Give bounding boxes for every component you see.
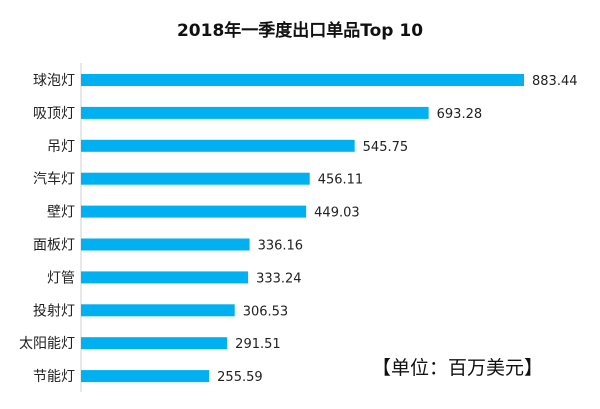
category-label: 吊灯	[47, 139, 75, 155]
data-label: 291.51	[235, 337, 281, 352]
bar	[81, 304, 235, 317]
data-label: 449.03	[314, 206, 360, 221]
bar	[81, 271, 249, 284]
category-label: 吸顶灯	[33, 106, 75, 122]
bar	[81, 337, 228, 350]
bar	[81, 106, 429, 119]
data-label: 545.75	[363, 140, 409, 155]
data-label: 693.28	[437, 107, 483, 122]
data-label: 883.44	[532, 74, 578, 89]
data-label: 255.59	[217, 370, 263, 385]
category-label: 投射灯	[33, 303, 75, 319]
chart-title: 2018年一季度出口单品Top 10	[176, 21, 424, 41]
category-label: 壁灯	[47, 205, 75, 221]
bar	[81, 370, 210, 383]
category-label: 太阳能灯	[19, 336, 75, 352]
bar	[81, 74, 524, 86]
bar	[81, 238, 250, 251]
data-label: 456.11	[318, 173, 364, 188]
data-label: 333.24	[256, 271, 302, 286]
category-label: 面板灯	[33, 238, 75, 254]
category-label: 灯管	[47, 270, 75, 286]
category-label: 球泡灯	[33, 73, 75, 89]
data-label: 306.53	[243, 304, 288, 319]
category-label: 汽车灯	[33, 171, 75, 188]
bar	[81, 172, 310, 185]
data-label: 336.16	[258, 239, 304, 254]
unit-note: 【单位：百万美元】	[372, 357, 544, 379]
bar	[81, 205, 307, 218]
bar	[81, 139, 355, 152]
bars-layer: 球泡灯 883.44 吸顶灯 693.28 吊灯 545.75 汽车灯 456.11 壁灯 449…	[19, 73, 578, 385]
category-label: 节能灯	[33, 369, 75, 385]
